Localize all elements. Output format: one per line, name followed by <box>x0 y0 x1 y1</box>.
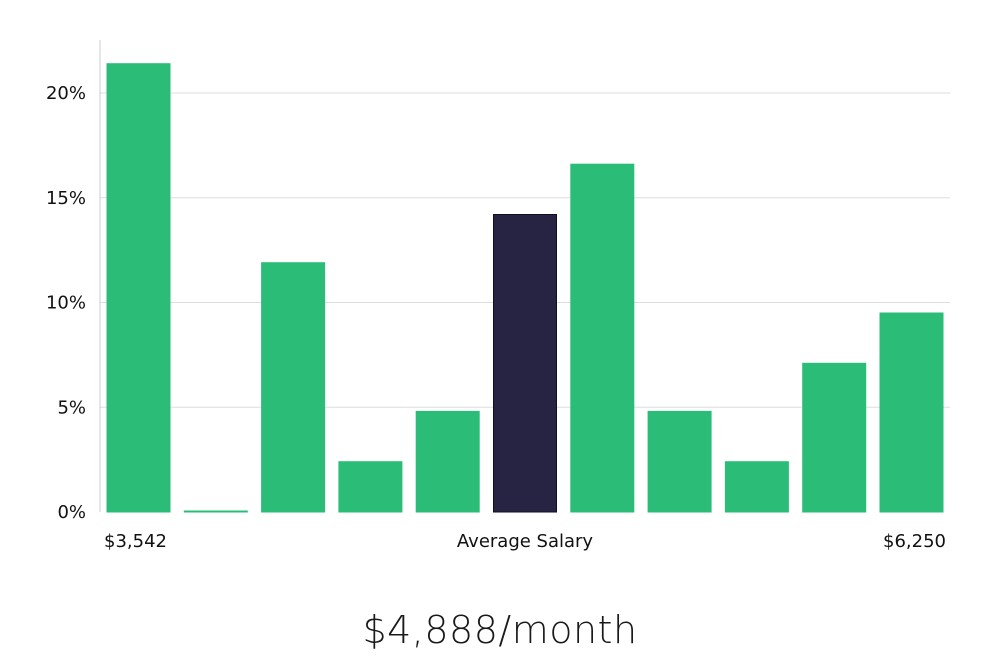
bar-highlighted <box>493 214 557 513</box>
x-axis-label: Average Salary <box>457 531 594 552</box>
y-tick-label: 10% <box>46 293 86 314</box>
bar <box>879 312 944 513</box>
bar <box>802 362 867 513</box>
y-tick-label: 15% <box>46 188 86 209</box>
bar <box>724 461 789 513</box>
bar <box>338 461 403 513</box>
x-end-label: $6,250 <box>883 531 946 552</box>
y-tick-label: 20% <box>46 83 86 104</box>
y-tick-labels: 0% 5% 10% 15% 20% <box>46 83 86 523</box>
bar <box>261 262 326 513</box>
bar <box>183 510 248 513</box>
salary-histogram: 0% 5% 10% 15% 20% $3,542 Average Salary $6,2… <box>46 40 950 552</box>
bars <box>106 63 944 513</box>
bar <box>647 410 712 513</box>
y-tick-label: 5% <box>57 397 86 418</box>
bar <box>106 63 171 513</box>
bar <box>415 410 480 513</box>
bar <box>570 163 635 513</box>
y-tick-label: 0% <box>57 502 86 523</box>
x-start-label: $3,542 <box>104 531 167 552</box>
average-salary-headline: $4,888/month <box>362 608 638 652</box>
